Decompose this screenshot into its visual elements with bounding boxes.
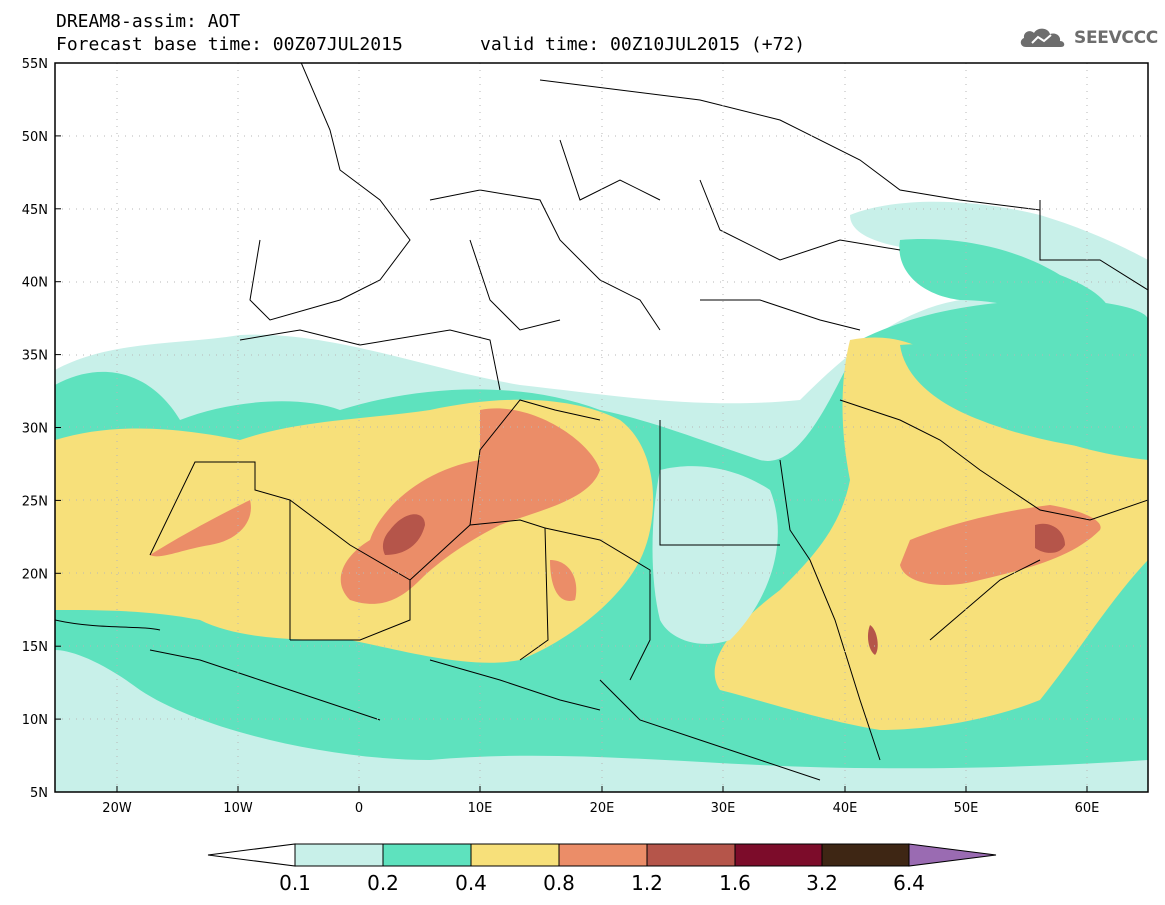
legend-swatch bbox=[470, 843, 560, 867]
aot-band-mid-caspian bbox=[899, 239, 1113, 330]
country-borders bbox=[55, 63, 1148, 781]
legend-label: 3.2 bbox=[806, 871, 838, 895]
legend-swatch bbox=[558, 843, 648, 867]
lon-tick-label: 30E bbox=[711, 801, 736, 816]
lon-tick-label: 50E bbox=[954, 801, 979, 816]
cloud-icon bbox=[1020, 28, 1065, 47]
lat-tick-label: 35N bbox=[22, 349, 48, 364]
lat-tick-label: 55N bbox=[22, 57, 48, 72]
seevccc-logo: SEEVCCC bbox=[1018, 25, 1158, 51]
aot-band-brown-oman bbox=[1035, 523, 1065, 553]
graticule bbox=[55, 63, 1148, 792]
valid-time: valid time: 00Z10JUL2015 (+72) bbox=[480, 34, 806, 55]
legend-label: 6.4 bbox=[893, 871, 925, 895]
legend-label: 1.6 bbox=[719, 871, 751, 895]
lon-tick-label: 60E bbox=[1075, 801, 1100, 816]
aot-band-mid-iran bbox=[900, 344, 1148, 455]
aot-band-low-egypt bbox=[652, 466, 778, 644]
legend-label: 0.2 bbox=[367, 871, 399, 895]
map-title: DREAM8-assim: AOT bbox=[56, 11, 241, 32]
aot-band-brown-yemen bbox=[867, 625, 878, 655]
legend-swatch bbox=[382, 843, 472, 867]
legend-label: 0.1 bbox=[279, 871, 311, 895]
logo-text: SEEVCCC bbox=[1074, 28, 1158, 48]
lat-tick-label: 10N bbox=[22, 713, 48, 728]
lat-tick-label: 20N bbox=[22, 567, 48, 582]
lat-tick-label: 50N bbox=[22, 130, 48, 145]
aot-band-brown-algeria bbox=[382, 514, 425, 555]
forecast-base-time: Forecast base time: 00Z07JUL2015 bbox=[56, 34, 403, 55]
aot-field bbox=[55, 201, 1148, 792]
legend-swatch bbox=[646, 843, 736, 867]
lat-tick-label: 15N bbox=[22, 640, 48, 655]
legend-swatch bbox=[294, 843, 384, 867]
lon-tick-label: 20E bbox=[590, 801, 615, 816]
latitude-axis: 55N 50N 45N 40N 35N 30N 25N 20N 15N 10N 5N bbox=[22, 57, 61, 801]
aot-band-orange-maur bbox=[150, 500, 251, 557]
legend-label: 1.2 bbox=[631, 871, 663, 895]
lat-tick-label: 40N bbox=[22, 276, 48, 291]
lon-tick-label: 0 bbox=[355, 801, 363, 816]
lat-tick-label: 30N bbox=[22, 422, 48, 437]
legend-label: 0.8 bbox=[543, 871, 575, 895]
aot-band-orange-sahara bbox=[340, 408, 600, 604]
legend-under-arrow bbox=[207, 843, 296, 867]
lon-tick-label: 20W bbox=[102, 801, 132, 816]
longitude-axis: 20W 10W 0 10E 20E 30E 40E 50E 60E bbox=[102, 786, 1099, 816]
lat-tick-label: 45N bbox=[22, 203, 48, 218]
legend-swatch bbox=[821, 843, 910, 867]
lon-tick-label: 10E bbox=[468, 801, 493, 816]
color-legend: 0.1 0.2 0.4 0.8 1.2 1.6 3.2 6.4 bbox=[207, 843, 997, 895]
lat-tick-label: 25N bbox=[22, 494, 48, 509]
legend-label: 0.4 bbox=[455, 871, 487, 895]
lon-tick-label: 10W bbox=[223, 801, 253, 816]
legend-swatch bbox=[734, 843, 823, 867]
aot-band-orange-sudan bbox=[550, 560, 577, 601]
lon-tick-label: 40E bbox=[833, 801, 858, 816]
legend-over-arrow bbox=[908, 843, 997, 867]
lat-tick-label: 5N bbox=[30, 786, 48, 801]
